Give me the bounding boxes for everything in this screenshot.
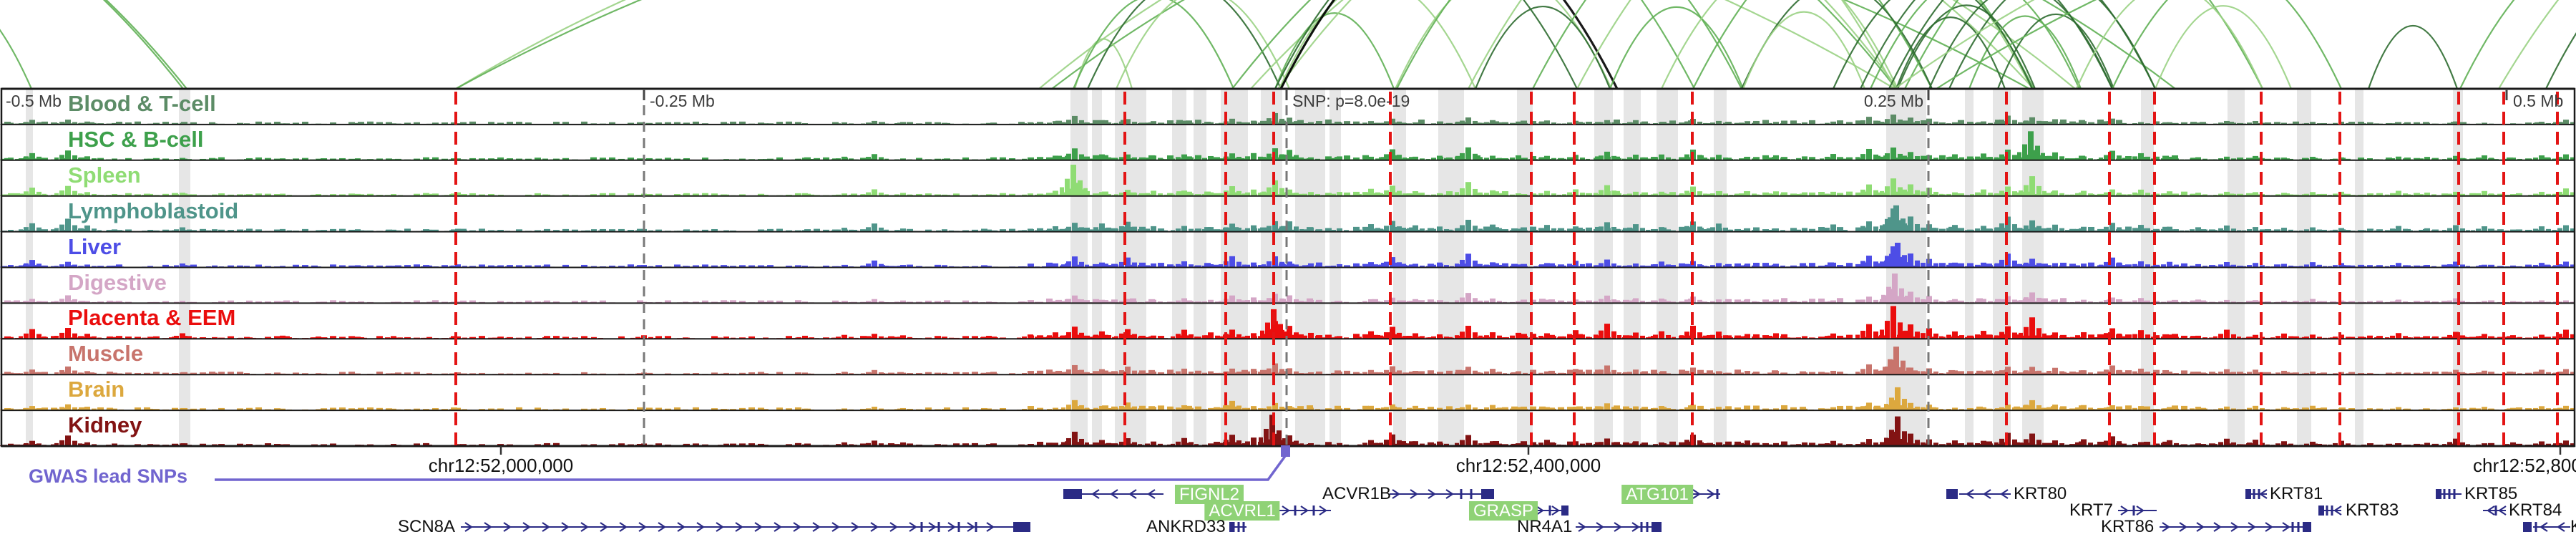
scale-label: 0.5 Mb — [2513, 92, 2564, 110]
gene-name-FIGNL2[interactable]: FIGNL2 — [1174, 485, 1244, 505]
interaction-arc — [1832, 0, 2034, 89]
interaction-arc — [1274, 0, 1578, 89]
interaction-arc — [1474, 5, 1611, 89]
signal-track-8 — [0, 387, 2575, 411]
signal-track-5 — [0, 274, 2575, 304]
interaction-arc — [2112, 0, 2342, 89]
signal-track-0 — [0, 112, 2575, 125]
lead-snp-marker[interactable] — [1281, 445, 1290, 457]
interaction-arc — [1279, 0, 1619, 89]
interaction-arc — [1072, 0, 1235, 89]
gene-model-FIGNL2[interactable] — [1063, 489, 1163, 499]
track-label-digestive: Digestive — [68, 269, 167, 295]
scale-label: -0.25 Mb — [650, 92, 715, 110]
gene-model-KRT80[interactable] — [1946, 489, 2011, 499]
gwas-lead-snps-label: GWAS lead SNPs — [29, 465, 188, 487]
interaction-arc — [1870, 0, 2080, 89]
gene-name-KRT80[interactable]: KRT80 — [2014, 484, 2067, 503]
gene-name-KRT7[interactable]: KRT7 — [2069, 500, 2113, 520]
interaction-arc — [1742, 11, 1866, 89]
track-borders — [0, 87, 2576, 448]
gene-model-GRASP[interactable] — [1533, 505, 1568, 516]
signal-track-3 — [0, 205, 2575, 232]
gene-model-KRT81[interactable] — [2245, 489, 2268, 499]
interaction-arc — [1396, 0, 1742, 89]
gene-name-ACVR1B[interactable]: ACVR1B — [1322, 484, 1392, 503]
gene-model-KRT83[interactable] — [2318, 505, 2342, 516]
track-label-kidney: Kidney — [68, 412, 142, 438]
gene-name-ACVRL1[interactable]: ACVRL1 — [1204, 501, 1280, 521]
track-label-hsc-b-cell: HSC & B-cell — [68, 126, 204, 152]
scale-label: 0.25 Mb — [1863, 92, 1923, 110]
position-tick-lines — [643, 89, 2508, 446]
gene-name-KRT81[interactable]: KRT81 — [2270, 484, 2323, 503]
gene-model-ATG101[interactable] — [1690, 489, 1720, 499]
gene-name-GRASP[interactable]: GRASP — [1468, 501, 1538, 521]
interaction-arc — [1609, 6, 1745, 89]
gene-models — [461, 489, 2570, 532]
interaction-arc — [2367, 24, 2459, 89]
snp-pvalue-label: SNP: p=8.0e-19 — [1292, 92, 1410, 110]
gene-name-KRT84[interactable]: KRT84 — [2509, 500, 2562, 520]
signal-track-9 — [0, 415, 2575, 446]
track-label-lymphoblastoid: Lymphoblastoid — [68, 198, 239, 223]
scale-label: -0.5 Mb — [6, 92, 62, 110]
interaction-arc — [1278, 0, 1477, 89]
interaction-arc — [1115, 0, 1291, 89]
gene-model-KRT7[interactable] — [2118, 505, 2157, 516]
gene-name-KRT83[interactable]: KRT83 — [2346, 500, 2399, 520]
gene-model-ANKRD33[interactable] — [1229, 522, 1246, 532]
interaction-arc — [1928, 0, 2114, 89]
gene-model-ACVRL1[interactable] — [1278, 505, 1331, 516]
gene-name-ANKRD33[interactable]: ANKRD33 — [1146, 517, 1226, 536]
interaction-arc — [1904, 0, 2263, 89]
interaction-arc — [1996, 14, 2115, 89]
interaction-arc — [1968, 15, 2082, 89]
track-label-placenta-eem: Placenta & EEM — [68, 305, 236, 331]
interaction-arc — [1661, 0, 1898, 89]
interaction-arc — [2075, 0, 2264, 89]
gene-model-K[interactable] — [2523, 522, 2570, 532]
signal-track-1 — [0, 131, 2575, 160]
gene-name-KRT85[interactable]: KRT85 — [2464, 484, 2518, 503]
gene-name-SCN8A[interactable]: SCN8A — [398, 517, 456, 536]
interaction-arc — [2459, 0, 2515, 89]
track-label-brain: Brain — [68, 377, 125, 402]
chrom-coordinate-label: chr12:52,000,000 — [428, 455, 574, 476]
track-label-muscle: Muscle — [68, 341, 144, 367]
gene-model-SCN8A[interactable] — [461, 522, 1030, 532]
interaction-arc — [1274, 12, 1395, 89]
signal-track-2 — [0, 165, 2575, 196]
interaction-arc — [2154, 5, 2293, 89]
gene-model-KRT84[interactable] — [2483, 505, 2507, 516]
signal-track-7 — [0, 347, 2575, 375]
chrom-coordinate-label: chr12:52,400,000 — [1455, 455, 1601, 476]
gene-model-ACVR1B[interactable] — [1390, 489, 1494, 499]
chrom-coordinate-label: chr12:52,800,000 — [2473, 455, 2576, 476]
signal-histograms — [0, 112, 2575, 446]
interaction-arc — [1086, 0, 1282, 89]
track-label-blood-t-cell: Blood & T-cell — [68, 91, 216, 116]
track-label-liver: Liver — [68, 233, 122, 259]
signal-track-6 — [0, 306, 2575, 339]
interaction-arc — [0, 29, 33, 89]
gene-model-KRT86[interactable] — [2160, 522, 2311, 532]
gene-name-ATG101[interactable]: ATG101 — [1621, 485, 1693, 505]
gene-model-KRT85[interactable] — [2436, 489, 2462, 499]
chrom-axis-ticks — [499, 446, 2562, 455]
interaction-arc — [1073, 38, 1133, 89]
gene-name-KRT86[interactable]: KRT86 — [2101, 517, 2155, 536]
gene-name-K[interactable]: K — [2570, 518, 2576, 536]
signal-track-4 — [0, 243, 2575, 268]
gene-name-NR4A1[interactable]: NR4A1 — [1517, 517, 1573, 536]
gene-model-NR4A1[interactable] — [1576, 522, 1662, 532]
gwas-pointer — [215, 445, 1290, 481]
track-label-spleen: Spleen — [68, 162, 141, 188]
interaction-arcs-canvas — [0, 0, 2576, 89]
interaction-arc — [1692, 0, 2034, 89]
